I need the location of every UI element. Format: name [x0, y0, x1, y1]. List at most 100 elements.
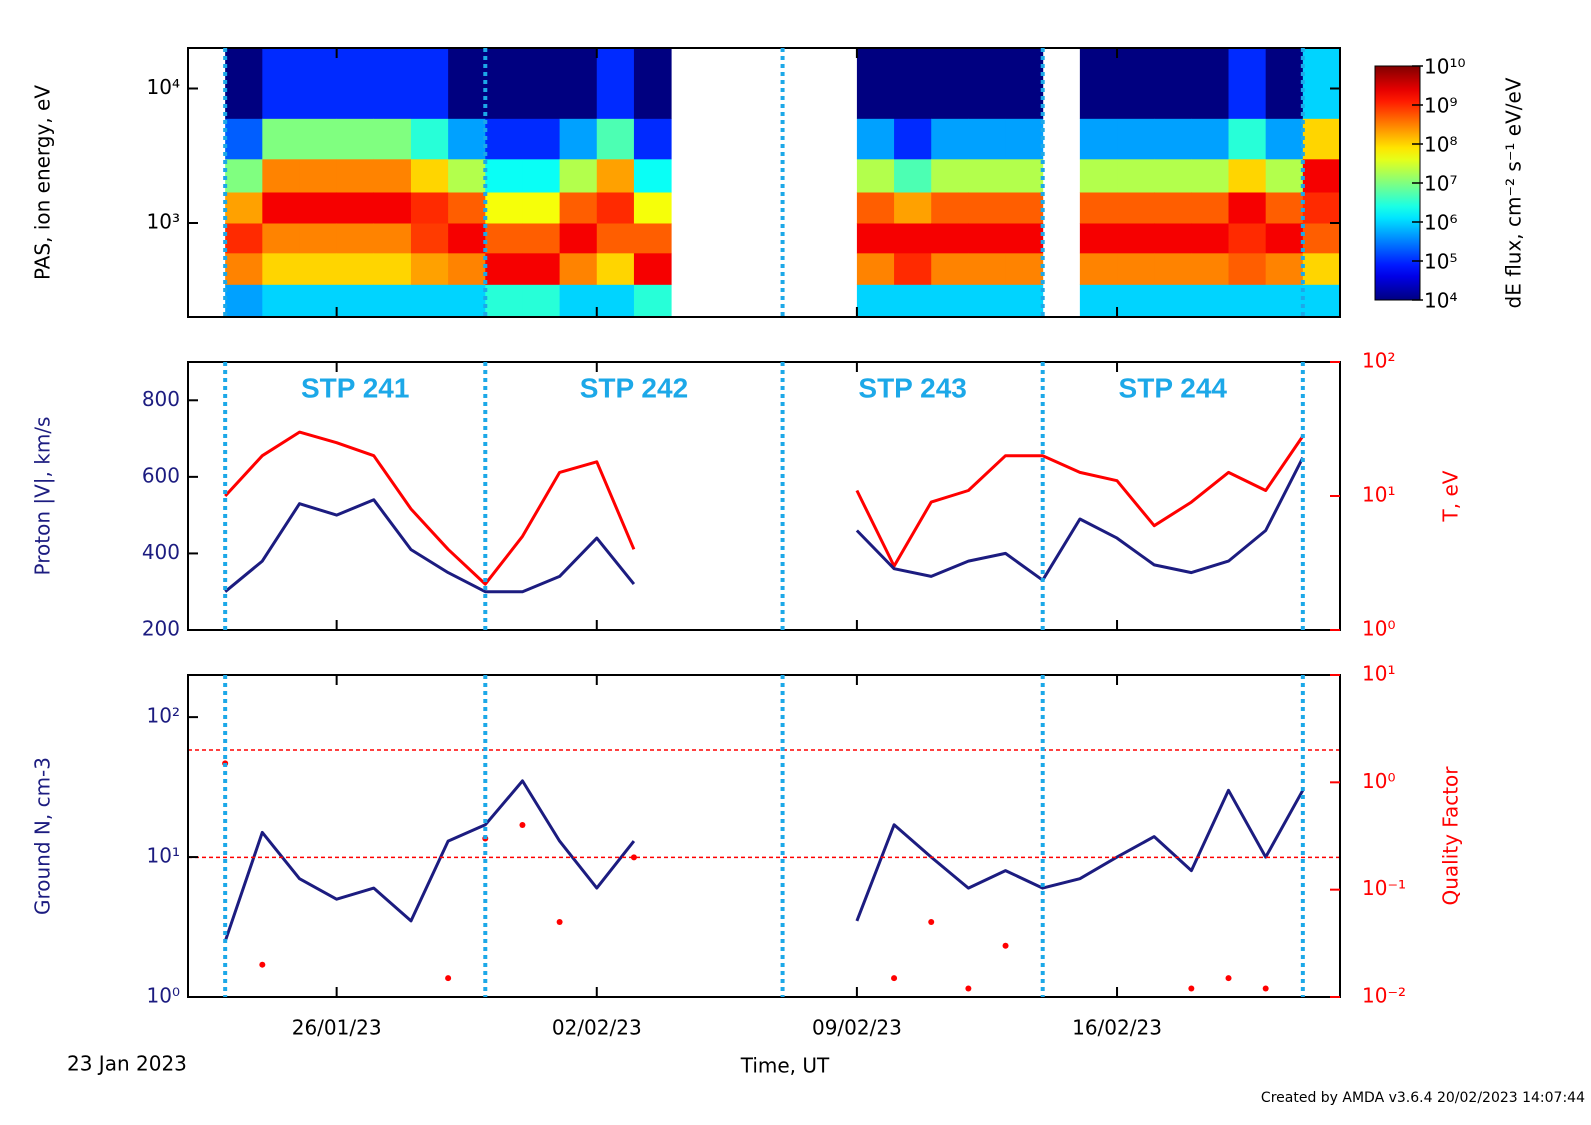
spectrogram-cell: [448, 48, 486, 119]
spectrogram-cell: [1228, 252, 1267, 285]
plot-area: [224, 430, 1305, 594]
spectrogram-cell: [968, 48, 1007, 119]
spectrogram-cell: [299, 284, 338, 317]
annotation: STP 241: [301, 372, 409, 403]
data-line: [223, 779, 1305, 942]
spectrogram-cell: [931, 48, 969, 119]
spectrogram-cell: [1302, 222, 1340, 254]
spectrogram-cell: [1117, 48, 1155, 119]
y-tick-label: 10⁴: [147, 75, 180, 99]
y-tick-label: 600: [142, 463, 180, 487]
y2-tick-label: 10¹: [1362, 483, 1395, 507]
spectrogram-cell: [596, 191, 635, 224]
spectrogram-cell: [559, 48, 598, 119]
spectrogram-cell: [1191, 252, 1230, 285]
spectrogram-cell: [1154, 48, 1192, 119]
annotation: STP 244: [1119, 372, 1228, 403]
spectrogram-cell: [448, 222, 486, 254]
plot-area: [222, 760, 1305, 992]
colorbar-tick-label: 10⁸: [1424, 133, 1457, 157]
spectrogram-cell: [1117, 118, 1155, 160]
spectrogram-cell: [336, 48, 375, 119]
data-point: [1225, 975, 1232, 982]
spectrogram-cell: [262, 284, 300, 317]
spectrogram-cell: [968, 158, 1007, 193]
spectrogram-cell: [1265, 158, 1304, 193]
x-tick-label: 02/02/23: [552, 1016, 642, 1040]
spectrogram-cell: [1154, 118, 1192, 160]
spectrogram-cell: [1079, 191, 1118, 224]
spectrogram-cell: [1228, 158, 1267, 193]
spectrogram-cell: [225, 252, 263, 285]
spectrogram-cell: [633, 118, 672, 160]
spectrogram-cell: [1005, 48, 1044, 119]
plot-frame: [187, 674, 1341, 998]
spectrogram-cell: [1228, 191, 1267, 224]
spectrogram-cell: [1228, 222, 1267, 254]
spectrogram-cell: [1191, 222, 1230, 254]
spectrogram-cell: [1265, 191, 1304, 224]
y-tick-label: 10²: [147, 704, 180, 728]
spectrogram-cell: [1079, 158, 1118, 193]
spectrogram-cell: [894, 191, 932, 224]
spectrogram-cell: [373, 191, 412, 224]
spectrogram-cell: [485, 284, 523, 317]
spectrogram-cell: [856, 48, 895, 119]
spectrogram-cell: [299, 48, 338, 119]
spectrogram-cell: [336, 252, 375, 285]
y-axis-label: Ground N, cm-3: [31, 757, 55, 915]
spectrogram-cell: [596, 48, 635, 119]
spectrogram-cell: [1079, 48, 1118, 119]
spectrogram-cell: [225, 284, 263, 317]
spectrogram-cell: [1191, 158, 1230, 193]
spectrogram-cell: [559, 252, 598, 285]
spectrogram-cell: [225, 48, 263, 119]
x-tick-label: 26/01/23: [292, 1016, 382, 1040]
spectrogram-cell: [299, 222, 338, 254]
y-tick-label: 10³: [147, 209, 180, 233]
spectrogram-cell: [1228, 284, 1267, 317]
spectrogram-cell: [894, 48, 932, 119]
spectrogram-cell: [485, 158, 523, 193]
spectrogram-cell: [225, 222, 263, 254]
spectrogram-cell: [1302, 191, 1340, 224]
data-point: [630, 854, 637, 861]
x-tick-label: 09/02/23: [812, 1016, 902, 1040]
y-axis-label: PAS, ion energy, eV: [31, 85, 55, 280]
data-point: [1188, 985, 1195, 992]
spectrogram-cell: [1265, 252, 1304, 285]
spectrogram-cell: [1005, 118, 1044, 160]
spectrogram-cell: [299, 158, 338, 193]
spectrogram-cell: [1228, 118, 1267, 160]
spectrogram-cell: [559, 191, 598, 224]
spectrogram-cell: [633, 158, 672, 193]
spectrogram-cell: [1005, 191, 1044, 224]
spectrogram-cell: [894, 158, 932, 193]
y-tick-label: 800: [142, 387, 180, 411]
spectrogram-cell: [225, 158, 263, 193]
spectrogram-cell: [1265, 118, 1304, 160]
spectrogram-cell: [1154, 222, 1192, 254]
spectrogram-cell: [1154, 158, 1192, 193]
spectrogram-cell: [373, 284, 412, 317]
spectrogram-cell: [410, 222, 449, 254]
spectrogram-cell: [1302, 252, 1340, 285]
spectrogram-cell: [522, 48, 561, 119]
y-tick-label: 10¹: [147, 844, 180, 868]
spectrogram-cell: [225, 191, 263, 224]
data-point: [965, 985, 972, 992]
colorbar-tick-label: 10⁶: [1424, 211, 1457, 235]
spectrogram-cell: [410, 191, 449, 224]
spectrogram-cell: [1005, 252, 1044, 285]
y2-tick-label: 10⁰: [1362, 769, 1395, 793]
spectrogram-cell: [1228, 48, 1267, 119]
spectrogram-cell: [1154, 284, 1192, 317]
spectrogram-cell: [448, 118, 486, 160]
spectrogram-cell: [410, 284, 449, 317]
colorbar-label: dE flux, cm⁻² s⁻¹ eV/eV: [1502, 77, 1526, 308]
spectrogram-cell: [856, 158, 895, 193]
spectrogram-cell: [373, 118, 412, 160]
colorbar-tick-label: 10⁹: [1424, 94, 1457, 118]
spectrogram-cell: [262, 158, 300, 193]
colorbar-tick-label: 10⁷: [1424, 172, 1457, 196]
